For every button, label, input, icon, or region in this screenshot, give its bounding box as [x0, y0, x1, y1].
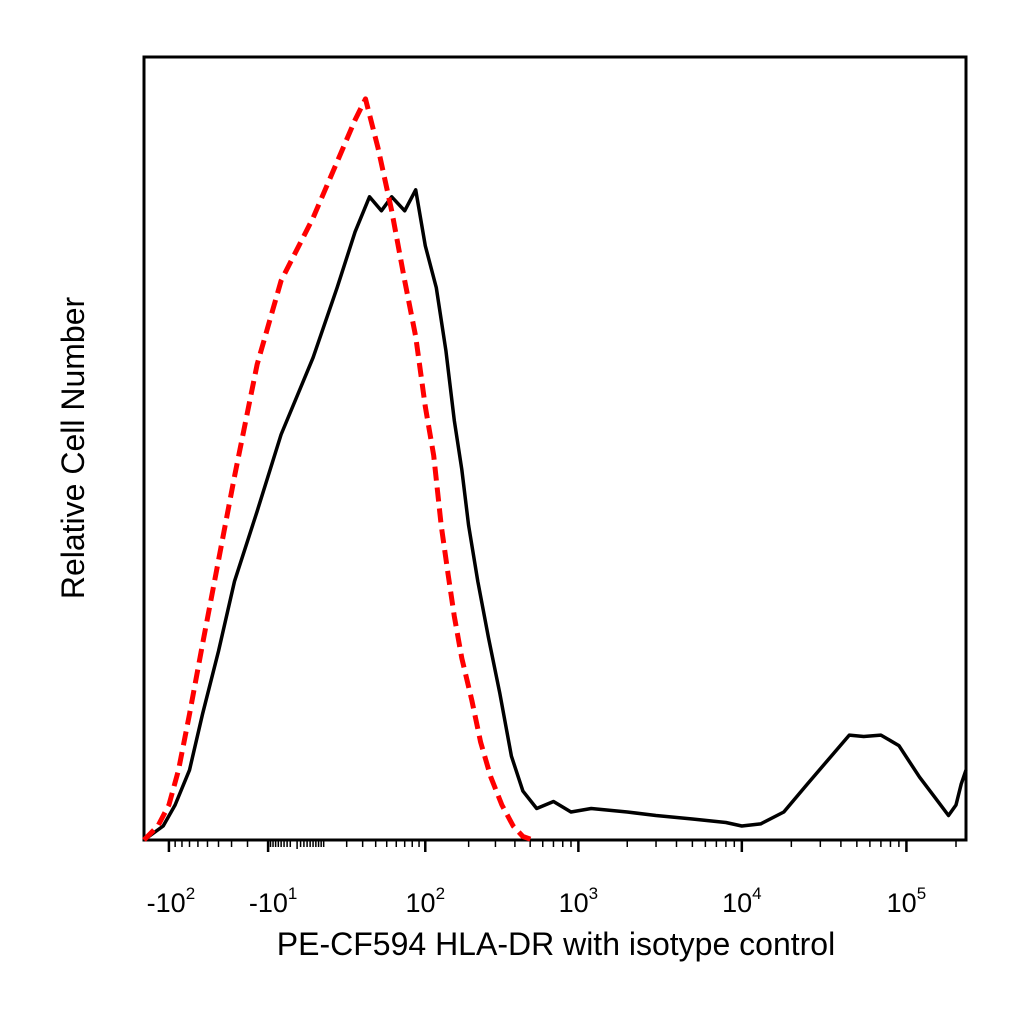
- series-layer: [142, 96, 968, 843]
- x-tick-label: 104: [722, 884, 762, 918]
- plot-frame: [142, 55, 968, 842]
- x-tick-label-exponent: 4: [752, 884, 761, 903]
- x-tick-label-exponent: 5: [917, 884, 926, 903]
- y-axis-title: Relative Cell Number: [55, 296, 91, 599]
- x-tick-label: -101: [249, 884, 298, 918]
- x-tick-label: -102: [147, 884, 196, 918]
- x-tick-label-exponent: 3: [589, 884, 598, 903]
- x-tick-label-exponent: 1: [288, 884, 297, 903]
- x-tick-label-base: 10: [722, 888, 752, 918]
- x-tick-label: 102: [406, 884, 446, 918]
- x-tick-label-exponent: 2: [436, 884, 445, 903]
- x-major-ticks: [167, 840, 908, 852]
- x-tick-label-base: -10: [249, 888, 288, 918]
- x-tick-label: 105: [887, 884, 927, 918]
- x-axis-title: PE-CF594 HLA-DR with isotype control: [277, 926, 835, 962]
- isotype-control-line: [142, 96, 534, 843]
- x-tick-label: 103: [559, 884, 599, 918]
- x-tick-label-base: 10: [559, 888, 589, 918]
- x-minor-ticks: [174, 840, 957, 849]
- x-tick-label-exponent: 2: [186, 884, 195, 903]
- hla-dr-line: [142, 188, 968, 842]
- x-tick-label-base: 10: [887, 888, 917, 918]
- x-tick-label-base: -10: [147, 888, 186, 918]
- x-tick-label-base: 10: [406, 888, 436, 918]
- x-tick-labels: -102 -101 102 103 104 105: [147, 884, 927, 918]
